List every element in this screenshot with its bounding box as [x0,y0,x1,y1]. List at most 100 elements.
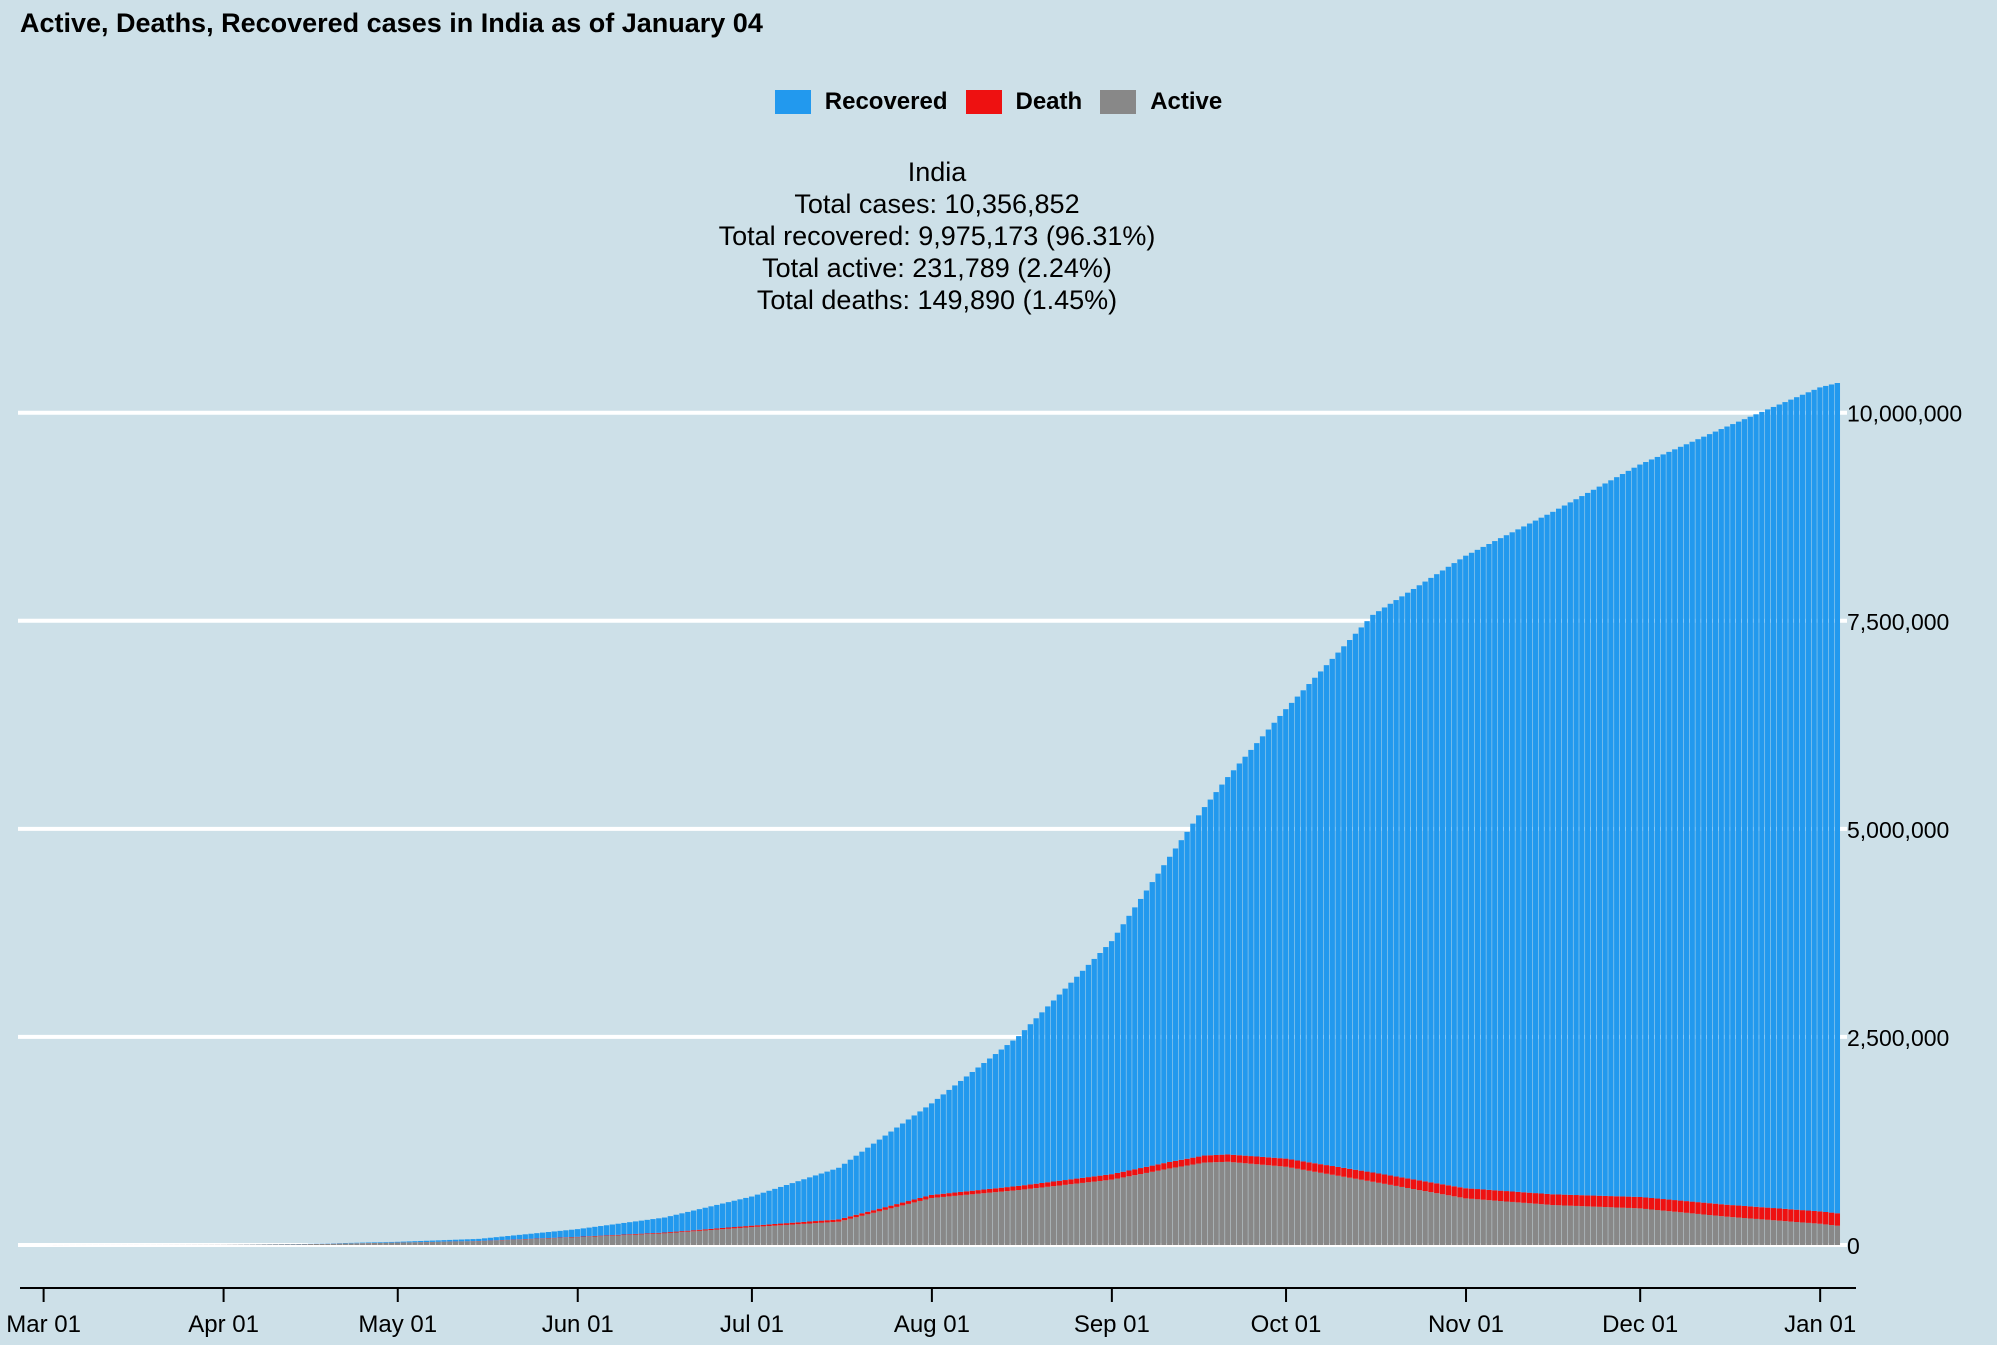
bar-death [807,1221,813,1224]
bar-death [923,1196,929,1200]
bar-active [1556,1205,1562,1245]
bar-recovered [1393,600,1399,1177]
bar-active [1741,1218,1748,1245]
bar-recovered [661,1217,668,1233]
bar-death [1817,1211,1823,1224]
bar-active [1190,1164,1196,1245]
bar-recovered [719,1203,726,1228]
bar-death [1556,1194,1562,1206]
bar-active [1532,1203,1539,1245]
bar-death [766,1224,772,1227]
bar-active [1445,1195,1452,1245]
bar-death [865,1211,871,1215]
bar-recovered [1016,1036,1022,1186]
bar-death [812,1221,819,1224]
bar-death [1335,1166,1341,1176]
bar-recovered [1207,799,1214,1156]
bar-recovered [1277,715,1283,1159]
bar-active [1178,1166,1184,1245]
bar-recovered [998,1049,1004,1188]
bar-death [1648,1198,1655,1210]
bar-death [661,1232,668,1234]
bar-death [1712,1203,1719,1216]
bar-recovered [795,1181,801,1223]
bar-death [1585,1195,1591,1207]
bars [46,383,1841,1246]
bar-recovered [1225,777,1231,1155]
bar-active [377,1242,383,1245]
bar-recovered [1538,517,1544,1194]
bar-active [946,1196,952,1245]
bar-recovered [1794,397,1800,1210]
bar-active [296,1244,302,1245]
bar-death [1579,1195,1585,1207]
bar-recovered [859,1151,865,1214]
bar-recovered [1666,451,1672,1200]
legend-label-recovered: Recovered [824,88,948,115]
bar-active [899,1205,906,1245]
bar-recovered [766,1190,772,1225]
bar-death [1219,1154,1225,1162]
bar-active [1236,1162,1243,1245]
bar-recovered [1114,932,1121,1173]
bar-recovered [644,1219,650,1234]
bar-active [1422,1191,1428,1245]
bar-death [743,1226,749,1228]
bar-recovered [1079,970,1086,1178]
bar-recovered [737,1199,743,1227]
bar-death [1108,1174,1115,1180]
bar-recovered [1480,546,1486,1190]
bar-active [1306,1170,1312,1245]
bar-active [1834,1225,1841,1245]
bar-death [1457,1187,1463,1198]
bar-recovered [592,1226,598,1236]
bar-recovered [1346,640,1353,1169]
bar-death [1056,1180,1063,1186]
bar-recovered [569,1229,575,1238]
bar-active [487,1240,494,1245]
bar-active [731,1228,737,1245]
bar-recovered [383,1242,389,1243]
bar-active [1225,1161,1231,1245]
bar-recovered [1416,585,1423,1181]
bar-recovered [841,1163,848,1218]
bar-death [818,1220,825,1223]
bar-recovered [1468,552,1475,1189]
bar-death [1126,1170,1132,1177]
bar-active [1312,1171,1318,1245]
bar-active [1242,1163,1248,1245]
bar-active [348,1243,354,1245]
bar-death [870,1210,877,1213]
bar-death [1573,1195,1579,1206]
bar-active [969,1194,975,1245]
bar-death [969,1190,975,1195]
bar-active [888,1208,894,1245]
bar-active [830,1222,836,1245]
bar-recovered [1614,477,1620,1197]
bar-recovered [1724,426,1730,1205]
bar-death [1236,1155,1243,1163]
bar-recovered [423,1240,430,1243]
bar-active [818,1222,825,1245]
legend-label-active: Active [1150,88,1223,115]
bar-active [1352,1178,1359,1245]
bar-active [1045,1186,1051,1245]
bar-recovered [1521,526,1527,1193]
x-tick-label: Oct 01 [1251,1311,1322,1338]
bar-recovered [1120,924,1126,1172]
bar-death [934,1194,941,1198]
bar-active [400,1242,407,1245]
bar-active [383,1242,389,1245]
bar-recovered [731,1200,737,1228]
bar-recovered [667,1216,674,1233]
bar-recovered [1358,627,1364,1171]
bar-recovered [725,1202,732,1228]
bar-death [609,1235,616,1236]
bar-active [1654,1210,1661,1245]
bar-death [673,1231,679,1233]
bar-recovered [847,1159,854,1217]
bar-active [1602,1207,1608,1245]
bar-active [1637,1208,1643,1245]
x-tick-label: Mar 01 [6,1311,81,1338]
bar-active [1817,1223,1823,1245]
